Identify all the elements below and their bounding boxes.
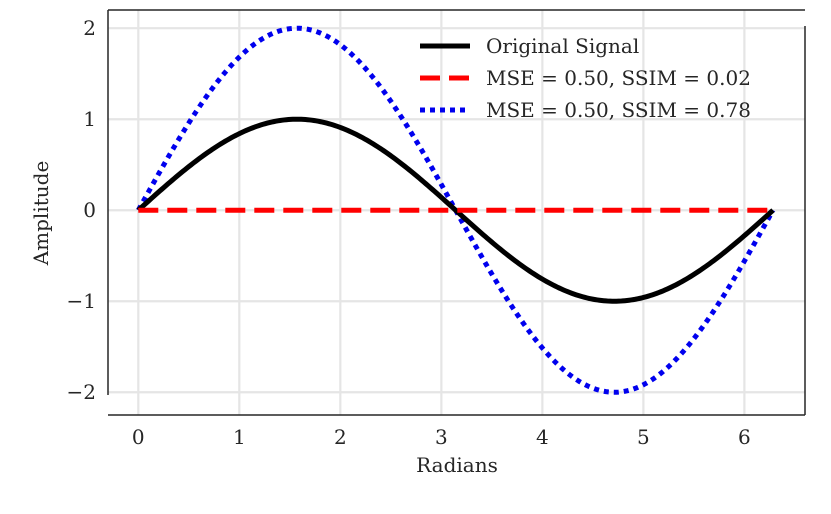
y-tick-label-3: 1 (83, 107, 96, 131)
legend-label-2: MSE = 0.50, SSIM = 0.78 (486, 98, 751, 122)
y-tick-label-4: 2 (83, 16, 96, 40)
x-tick-label-5: 5 (637, 425, 650, 449)
x-tick-label-6: 6 (738, 425, 751, 449)
x-tick-label-3: 3 (435, 425, 448, 449)
legend-label-1: MSE = 0.50, SSIM = 0.02 (486, 66, 751, 90)
tick-labels: 0 1 2 3 4 5 6 −2 −1 0 1 2 (67, 16, 751, 449)
y-tick-label-2: 0 (83, 198, 96, 222)
series-line-0 (136, 116, 775, 304)
x-tick-label-2: 2 (334, 425, 347, 449)
x-axis-label: Radians (416, 453, 498, 477)
legend-label-0: Original Signal (486, 34, 639, 58)
series-lines (136, 25, 776, 395)
x-tick-label-4: 4 (536, 425, 549, 449)
axes-spines (107, 9, 806, 416)
y-tick-label-0: −2 (67, 380, 96, 404)
y-axis-label: Amplitude (29, 161, 53, 267)
y-tick-label-1: −1 (67, 289, 96, 313)
x-tick-label-0: 0 (132, 425, 145, 449)
x-tick-label-1: 1 (233, 425, 246, 449)
legend: Original Signal MSE = 0.50, SSIM = 0.02 MS… (420, 34, 751, 122)
